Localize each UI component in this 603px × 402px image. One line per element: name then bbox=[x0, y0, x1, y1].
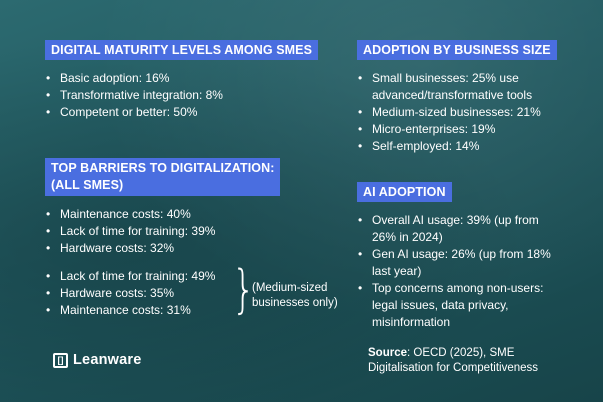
source-line1: Source: OECD (2025), SME bbox=[368, 346, 568, 361]
list-item: Lack of time for training: 39% bbox=[45, 223, 280, 240]
leanware-logo: [] Leanware bbox=[53, 352, 142, 368]
list-item: Overall AI usage: 39% (up from 26% in 20… bbox=[357, 212, 551, 246]
list-item-line: 26% in 2024) bbox=[372, 230, 443, 244]
ai-adoption-heading: AI ADOPTION bbox=[357, 182, 452, 202]
list-item: Basic adoption: 16% bbox=[45, 70, 318, 87]
digital-maturity-heading: DIGITAL MATURITY LEVELS AMONG SMES bbox=[45, 40, 319, 60]
source-text-line1: : OECD (2025), SME bbox=[407, 347, 515, 359]
adoption-by-size-section: ADOPTION BY BUSINESS SIZE Small business… bbox=[357, 40, 557, 155]
barriers-section: TOP BARRIERS TO DIGITALIZATION: (ALL SME… bbox=[45, 158, 281, 319]
list-item-line: advanced/transformative tools bbox=[372, 88, 533, 102]
list-item: Lack of time for training: 49% bbox=[45, 268, 280, 285]
ai-adoption-list: Overall AI usage: 39% (up from 26% in 20… bbox=[357, 212, 551, 331]
ai-adoption-section: AI ADOPTION Overall AI usage: 39% (up fr… bbox=[357, 182, 551, 331]
barriers-medium-list: Lack of time for training: 49% Hardware … bbox=[45, 268, 280, 319]
list-item: Hardware costs: 32% bbox=[45, 240, 280, 257]
source-note: Source: OECD (2025), SME Digitalisation … bbox=[368, 346, 568, 376]
list-item-line: Gen AI usage: 26% (up from 18% bbox=[372, 247, 551, 261]
list-item: Self-employed: 14% bbox=[357, 138, 557, 155]
barriers-heading-line2: (ALL SMES) bbox=[51, 178, 124, 192]
medium-note-line1: (Medium-sized bbox=[252, 282, 328, 294]
list-item-line: last year) bbox=[372, 264, 422, 278]
list-item-line: misinformation bbox=[372, 315, 451, 329]
list-item-line: Top concerns among non-users: bbox=[372, 281, 544, 295]
list-item: Micro-enterprises: 19% bbox=[357, 121, 557, 138]
medium-note-line2: businesses only) bbox=[252, 297, 338, 309]
source-text-line2: Digitalisation for Competitiveness bbox=[368, 362, 539, 374]
adoption-by-size-list: Small businesses: 25% use advanced/trans… bbox=[357, 70, 557, 155]
source-label: Source bbox=[368, 347, 407, 359]
list-item: Hardware costs: 35% bbox=[45, 285, 280, 302]
digital-maturity-list: Basic adoption: 16% Transformative integ… bbox=[45, 70, 318, 121]
list-item: Transformative integration: 8% bbox=[45, 87, 318, 104]
list-item-line: Overall AI usage: 39% (up from bbox=[372, 213, 539, 227]
adoption-by-size-heading: ADOPTION BY BUSINESS SIZE bbox=[357, 40, 557, 60]
medium-note: (Medium-sized businesses only) bbox=[252, 281, 338, 311]
list-item: Maintenance costs: 40% bbox=[45, 206, 280, 223]
list-item: Medium-sized businesses: 21% bbox=[357, 104, 557, 121]
leanware-logo-text: Leanware bbox=[73, 352, 142, 368]
list-item: Gen AI usage: 26% (up from 18% last year… bbox=[357, 246, 551, 280]
barriers-heading: TOP BARRIERS TO DIGITALIZATION: (ALL SME… bbox=[45, 158, 281, 196]
list-item: Top concerns among non-users: legal issu… bbox=[357, 280, 551, 331]
leanware-logo-icon: [] bbox=[53, 352, 68, 368]
barriers-all-list: Maintenance costs: 40% Lack of time for … bbox=[45, 206, 280, 257]
list-item-line: Small businesses: 25% use bbox=[372, 71, 519, 85]
list-item: Small businesses: 25% use advanced/trans… bbox=[357, 70, 557, 104]
list-item-line: legal issues, data privacy, bbox=[372, 298, 509, 312]
barriers-heading-line1: TOP BARRIERS TO DIGITALIZATION: bbox=[51, 161, 275, 175]
digital-maturity-section: DIGITAL MATURITY LEVELS AMONG SMES Basic… bbox=[45, 40, 319, 121]
list-item: Competent or better: 50% bbox=[45, 104, 318, 121]
right-brace-icon: } bbox=[232, 260, 256, 320]
list-item: Maintenance costs: 31% bbox=[45, 302, 280, 319]
